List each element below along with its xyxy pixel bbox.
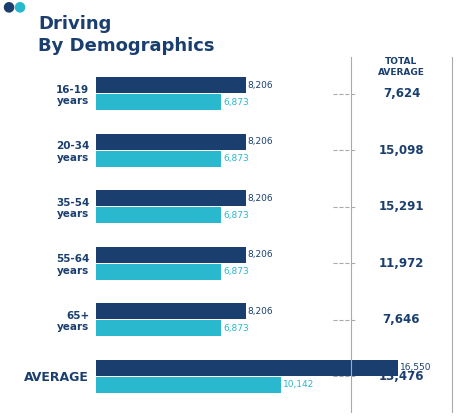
Text: 7,646: 7,646 bbox=[383, 313, 420, 326]
Text: 6,873: 6,873 bbox=[223, 267, 249, 276]
Bar bbox=[96, 360, 398, 376]
Bar bbox=[96, 320, 221, 336]
Text: TOTAL
AVERAGE: TOTAL AVERAGE bbox=[378, 57, 425, 77]
Bar bbox=[96, 151, 221, 167]
Bar bbox=[96, 303, 246, 319]
Bar bbox=[96, 247, 246, 263]
Text: ●: ● bbox=[14, 0, 26, 13]
Text: 15,291: 15,291 bbox=[379, 200, 424, 213]
Bar bbox=[96, 264, 221, 279]
Text: ●: ● bbox=[3, 0, 15, 13]
Text: 8,206: 8,206 bbox=[247, 250, 273, 259]
Text: 11,972: 11,972 bbox=[379, 257, 424, 270]
Text: 16,550: 16,550 bbox=[400, 363, 431, 372]
Text: 6,873: 6,873 bbox=[223, 211, 249, 220]
Text: 6,873: 6,873 bbox=[223, 98, 249, 107]
Text: 6,873: 6,873 bbox=[223, 154, 249, 163]
Text: 13,476: 13,476 bbox=[379, 369, 424, 383]
Bar bbox=[96, 190, 246, 206]
Bar bbox=[96, 134, 246, 150]
Text: 6,873: 6,873 bbox=[223, 324, 249, 333]
Text: 8,206: 8,206 bbox=[247, 81, 273, 90]
Bar bbox=[96, 377, 281, 392]
Text: 8,206: 8,206 bbox=[247, 137, 273, 146]
Text: 8,206: 8,206 bbox=[247, 194, 273, 203]
Text: 7,624: 7,624 bbox=[383, 87, 420, 100]
Text: Driving
By Demographics: Driving By Demographics bbox=[38, 15, 214, 55]
Text: 8,206: 8,206 bbox=[247, 306, 273, 316]
Bar bbox=[96, 94, 221, 110]
Bar bbox=[96, 78, 246, 93]
Text: 15,098: 15,098 bbox=[379, 144, 424, 157]
Bar bbox=[96, 207, 221, 223]
Text: 10,142: 10,142 bbox=[283, 380, 314, 389]
